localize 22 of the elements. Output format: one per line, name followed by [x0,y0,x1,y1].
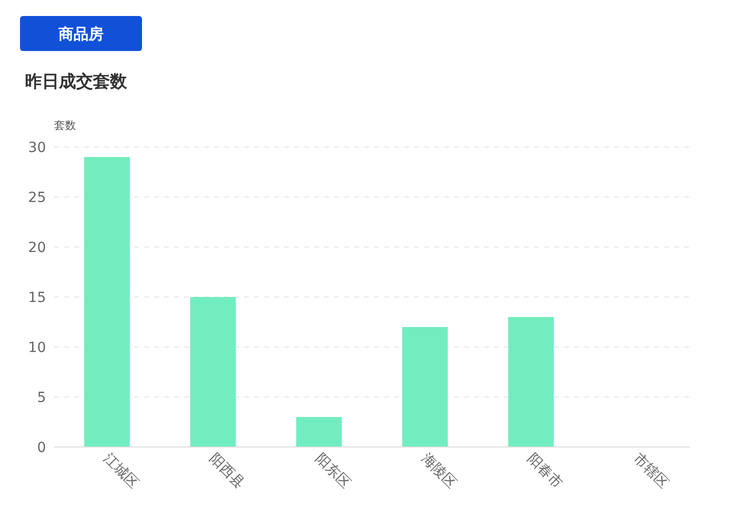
bar [296,417,342,447]
y-tick-label: 15 [28,290,46,306]
x-tick-label: 阳春市 [524,450,566,492]
chart-subtitle: 商品房 [58,25,104,43]
x-tick-label: 江城区 [100,450,142,492]
x-tick-label: 海陵区 [418,450,460,492]
y-tick-label: 5 [37,390,46,406]
y-tick-label: 30 [28,140,46,156]
tab: 商品房 [20,16,142,51]
bar [84,157,130,447]
y-axis-title: 套数 [54,119,76,132]
y-tick-label: 10 [28,340,46,356]
x-tick-label: 市辖区 [630,450,672,492]
y-tick-label: 0 [37,440,46,456]
y-tick-label: 25 [28,190,46,206]
y-tick-label: 20 [28,240,46,256]
bar [402,327,448,447]
x-tick-label: 阳西县 [206,450,248,492]
bar [508,317,554,447]
x-tick-label: 阳东区 [312,450,354,492]
bar [190,297,236,447]
chart-title: 昨日成交套数 [25,72,128,92]
